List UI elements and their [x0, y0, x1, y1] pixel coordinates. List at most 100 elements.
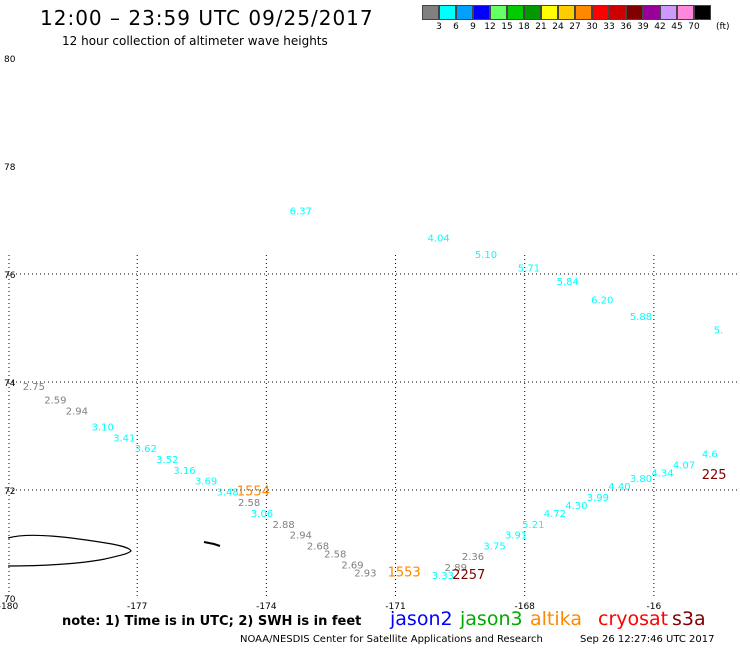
page-subtitle: 12 hour collection of altimeter wave hei… — [62, 34, 328, 48]
units-note: note: 1) Time is in UTC; 2) SWH is in fe… — [62, 614, 362, 629]
legend-swatch-label: 36 — [620, 22, 632, 32]
wave-height-label: 2.58 — [324, 550, 346, 561]
wave-height-label: 6.37 — [290, 207, 312, 218]
pass-time-label: 2257 — [452, 568, 485, 583]
pass-time-label: 1553 — [388, 565, 421, 580]
pass-time-label: 225 — [702, 468, 727, 483]
longitude-tick-label: -174 — [256, 602, 277, 612]
legend-swatch-label: 30 — [586, 22, 598, 32]
wave-height-label: 4.30 — [565, 501, 587, 512]
wave-height-label: 3.16 — [173, 466, 195, 477]
wave-height-label: 5.84 — [557, 277, 579, 288]
legend-swatch — [609, 5, 626, 20]
wave-height-label: 2.75 — [23, 382, 45, 393]
legend-swatch-label: 45 — [671, 22, 683, 32]
wave-height-label: 2.94 — [290, 531, 312, 542]
latitude-tick-label: 76 — [4, 271, 16, 281]
legend-swatch — [456, 5, 473, 20]
longitude-tick-label: -171 — [385, 602, 405, 612]
longitude-tick-label: -16 — [647, 602, 662, 612]
wave-height-label: 3.75 — [483, 541, 505, 552]
wave-height-label: 3.62 — [135, 444, 157, 455]
wave-height-label: 3.69 — [195, 477, 217, 488]
satellite-label-cryosat: cryosat — [598, 608, 669, 630]
legend-unit-label: (ft) — [716, 22, 730, 32]
pass-time-label: 1554 — [237, 484, 270, 499]
wave-height-label: 2.93 — [354, 568, 376, 579]
legend-swatch-label: 15 — [501, 22, 513, 32]
longitude-tick-label: -168 — [514, 602, 535, 612]
satellite-label-jason2: jason2 — [390, 608, 453, 630]
legend-swatch-label: 27 — [569, 22, 581, 32]
legend-swatch-label: 18 — [518, 22, 530, 32]
legend-swatch-label: 12 — [484, 22, 496, 32]
legend-swatch — [592, 5, 609, 20]
wave-height-label: 4.34 — [651, 469, 673, 480]
wave-height-label: 2.58 — [238, 498, 260, 509]
legend-swatch — [643, 5, 660, 20]
wave-height-label: 3.33 — [432, 571, 454, 582]
wave-height-label: 3.41 — [113, 433, 135, 444]
legend-swatch-label: 21 — [535, 22, 547, 32]
generated-timestamp: Sep 26 12:27:46 UTC 2017 — [580, 634, 715, 645]
legend-swatch — [490, 5, 507, 20]
legend-swatch — [694, 5, 711, 20]
satellite-label-jason3: jason3 — [460, 608, 523, 630]
longitude-tick-label: -177 — [127, 602, 147, 612]
islet-coastline — [203, 541, 221, 547]
wave-height-label: 3.99 — [587, 493, 609, 504]
wave-height-label: 4.72 — [544, 509, 566, 520]
wave-height-label: 5. — [714, 325, 724, 336]
wave-height-label: 3.06 — [251, 509, 273, 520]
wave-height-label: 5.10 — [475, 250, 497, 261]
latitude-tick-label: 78 — [4, 163, 16, 173]
legend-swatch-label: 24 — [552, 22, 564, 32]
latitude-tick-label: 70 — [4, 595, 16, 605]
legend-swatch — [524, 5, 541, 20]
latitude-tick-label: 74 — [4, 379, 16, 389]
legend-swatch — [422, 5, 439, 20]
wave-height-label: 5.21 — [522, 520, 544, 531]
legend-swatch-label: 3 — [436, 22, 442, 32]
credit-line: NOAA/NESDIS Center for Satellite Applica… — [240, 634, 543, 645]
legend-swatch-label: 42 — [654, 22, 666, 32]
legend-swatch-label: 33 — [603, 22, 615, 32]
wave-height-label: 2.36 — [462, 552, 484, 563]
wave-height-label: 3.91 — [505, 531, 527, 542]
latitude-tick-label: 72 — [4, 487, 15, 497]
wave-height-label: 2.94 — [66, 406, 88, 417]
wave-height-label: 2.68 — [307, 541, 329, 552]
satellite-label-altika: altika — [530, 608, 582, 630]
wave-height-label: 4.40 — [608, 482, 630, 493]
wave-height-label: 2.88 — [272, 520, 294, 531]
legend-swatch — [626, 5, 643, 20]
legend-swatch — [660, 5, 677, 20]
wave-height-label: 3.48 — [216, 487, 238, 498]
legend-swatch-label: 70 — [688, 22, 700, 32]
wave-height-label: 4.04 — [427, 234, 449, 245]
longitude-tick-label: -180 — [0, 602, 18, 612]
legend-swatch-label: 6 — [453, 22, 459, 32]
legend-swatch — [439, 5, 456, 20]
wave-height-label: 6.20 — [591, 296, 613, 307]
wave-height-label: 3.10 — [92, 423, 114, 434]
wave-height-label: 3.80 — [630, 474, 652, 485]
latitude-tick-label: 80 — [4, 55, 16, 65]
legend-swatch — [677, 5, 694, 20]
legend-swatch — [541, 5, 558, 20]
wave-height-label: 2.59 — [44, 396, 66, 407]
legend-swatch — [575, 5, 592, 20]
wave-height-label: 5.71 — [518, 263, 540, 274]
legend-swatch-label: 39 — [637, 22, 649, 32]
wave-height-label: 4.6 — [702, 450, 718, 461]
legend-swatch — [473, 5, 490, 20]
legend-swatch — [558, 5, 575, 20]
wave-height-label: 2.89 — [445, 563, 467, 574]
wrangel-island-coastline — [7, 534, 132, 567]
wave-height-label: 5.88 — [630, 312, 652, 323]
wave-height-label: 3.52 — [156, 455, 178, 466]
page-title: 12:00 – 23:59 UTC 09/25/2017 — [40, 6, 374, 30]
wave-height-label: 4.07 — [673, 460, 695, 471]
